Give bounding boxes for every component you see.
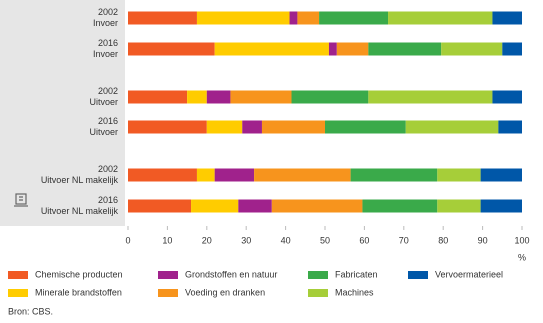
bar-segment: [441, 42, 503, 56]
legend-label: Voeding en dranken: [185, 287, 265, 297]
category-label: 2002 Uitvoer: [89, 86, 118, 107]
bar-segment: [405, 120, 499, 134]
category-label: 2016 Uitvoer: [89, 116, 118, 137]
legend-label: Grondstoffen en natuur: [185, 269, 277, 279]
bar-segment: [325, 120, 406, 134]
bar-segment: [128, 90, 188, 104]
bar-segment: [319, 11, 389, 25]
bar-segment: [498, 120, 522, 134]
bar-segment: [291, 90, 369, 104]
bar-segment: [289, 11, 298, 25]
x-tick-label: 30: [241, 235, 251, 245]
x-tick-label: 0: [125, 235, 130, 245]
bar-segment: [238, 199, 272, 213]
bar-segment: [350, 168, 438, 182]
bar-segment: [492, 90, 522, 104]
bar-segment: [297, 11, 320, 25]
bar-segment: [196, 168, 215, 182]
logo: [14, 193, 28, 207]
bar-segment: [230, 90, 292, 104]
x-tick-label: 100: [514, 235, 529, 245]
bar-segment: [206, 120, 243, 134]
bar-segment: [261, 120, 325, 134]
bar-segment: [206, 90, 231, 104]
category-label: 2002 Invoer: [92, 7, 118, 28]
legend-label: Chemische producten: [35, 269, 123, 279]
category-label: 2016 Uitvoer NL makelijk: [40, 195, 118, 216]
bar-segment: [128, 168, 197, 182]
bar-segment: [196, 11, 290, 25]
x-tick-label: 40: [281, 235, 291, 245]
bar-segment: [254, 168, 351, 182]
bar-segment: [187, 90, 207, 104]
bar-segment: [214, 168, 255, 182]
bar-segment: [437, 199, 481, 213]
bar-segment: [128, 199, 192, 213]
bar-segment: [437, 168, 481, 182]
bar-segment: [242, 120, 262, 134]
legend-swatch: [8, 271, 28, 279]
legend-label: Fabricaten: [335, 269, 378, 279]
x-tick-label: 20: [202, 235, 212, 245]
bar-segment: [368, 42, 442, 56]
legend-label: Vervoermaterieel: [435, 269, 503, 279]
bar-segment: [128, 120, 207, 134]
legend-swatch: [8, 289, 28, 297]
legend-swatch: [308, 271, 328, 279]
x-tick-label: 80: [438, 235, 448, 245]
legend-swatch: [408, 271, 428, 279]
label-panel: [0, 0, 125, 226]
bar-segment: [128, 11, 197, 25]
legend-swatch: [158, 289, 178, 297]
x-tick-label: 60: [359, 235, 369, 245]
legend-swatch: [158, 271, 178, 279]
bar-segment: [492, 11, 522, 25]
bar-segment: [128, 42, 215, 56]
category-label: 2016 Invoer: [92, 38, 118, 59]
bar-segment: [214, 42, 329, 56]
x-tick-label: 70: [399, 235, 409, 245]
bar-segment: [362, 199, 438, 213]
bar-segment: [336, 42, 369, 56]
x-unit: %: [518, 252, 526, 262]
x-tick-label: 10: [162, 235, 172, 245]
x-tick-label: 90: [478, 235, 488, 245]
legend-label: Minerale brandstoffen: [35, 287, 122, 297]
bar-segment: [328, 42, 337, 56]
legend-swatch: [308, 289, 328, 297]
bar-segment: [502, 42, 522, 56]
bar-segment: [388, 11, 493, 25]
bar-segment: [368, 90, 493, 104]
legend-label: Machines: [335, 287, 374, 297]
bar-segment: [480, 168, 522, 182]
bar-segment: [191, 199, 239, 213]
x-tick-label: 50: [320, 235, 330, 245]
bar-segment: [271, 199, 363, 213]
bar-segment: [480, 199, 522, 213]
category-label: 2002 Uitvoer NL makelijk: [40, 164, 118, 185]
source: Bron: CBS.: [8, 306, 53, 316]
